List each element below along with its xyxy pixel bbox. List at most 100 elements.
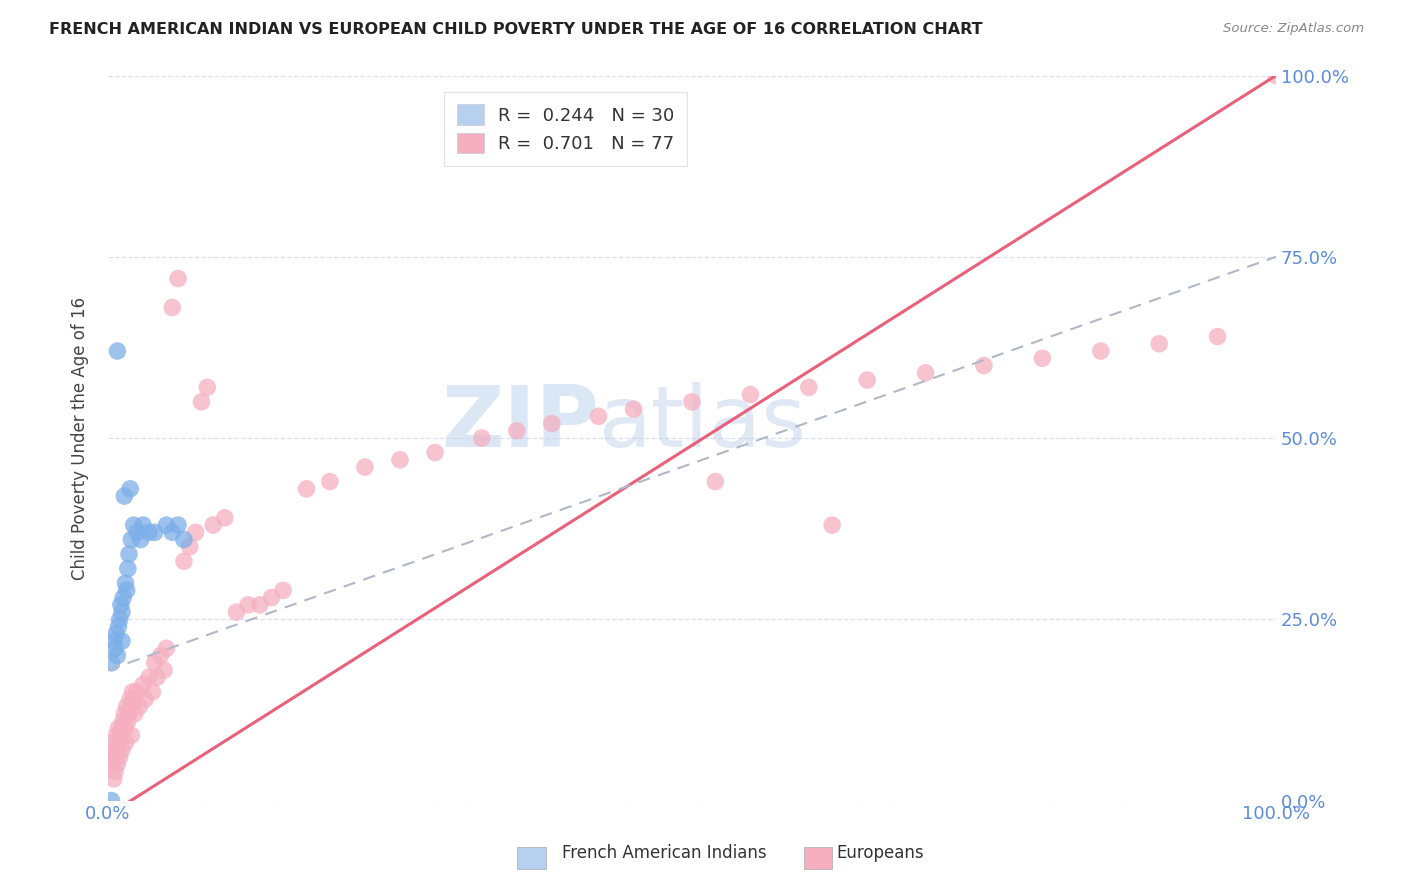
Legend: R =  0.244   N = 30, R =  0.701   N = 77: R = 0.244 N = 30, R = 0.701 N = 77 (444, 92, 688, 166)
Point (1147, 336, 1170, 351)
Point (184, 525, 207, 540)
Point (108, 612, 131, 626)
Point (1090, 344, 1112, 359)
Text: French American Indians: French American Indians (562, 844, 768, 862)
Point (973, 359, 995, 373)
Point (105, 743, 128, 757)
Point (225, 605, 247, 619)
Point (120, 692, 142, 706)
Point (105, 344, 128, 359)
Point (506, 424, 529, 438)
Point (160, 301, 183, 315)
Point (143, 656, 166, 670)
Point (121, 685, 143, 699)
Point (104, 764, 127, 779)
Point (153, 663, 176, 677)
Point (143, 525, 166, 540)
Point (155, 641, 177, 656)
Point (167, 518, 190, 533)
Point (173, 554, 195, 568)
Point (114, 576, 136, 591)
Point (104, 750, 127, 764)
Point (107, 619, 129, 633)
Point (118, 706, 141, 721)
Point (202, 518, 225, 533)
Point (115, 583, 138, 598)
Point (105, 648, 128, 663)
Point (105, 728, 128, 742)
Point (319, 475, 342, 489)
Point (112, 489, 135, 503)
Point (105, 757, 128, 772)
Point (120, 482, 142, 496)
Point (100, 794, 122, 808)
Point (103, 736, 125, 750)
Point (821, 518, 844, 533)
Point (132, 518, 155, 533)
Point (179, 540, 201, 554)
Point (195, 380, 218, 394)
Point (1031, 351, 1053, 366)
Point (114, 721, 136, 735)
Point (112, 591, 135, 605)
Point (118, 547, 141, 561)
Point (190, 394, 212, 409)
Text: atlas: atlas (599, 382, 807, 465)
Point (138, 525, 160, 540)
Point (173, 533, 195, 547)
Point (98, 757, 121, 772)
Point (112, 714, 135, 728)
Text: Source: ZipAtlas.com: Source: ZipAtlas.com (1223, 22, 1364, 36)
Point (108, 736, 131, 750)
Point (623, 402, 645, 417)
Point (120, 533, 142, 547)
Point (105, 627, 128, 641)
Point (160, 525, 183, 540)
Point (540, 417, 562, 431)
Point (122, 692, 145, 706)
Text: ZIP: ZIP (441, 382, 599, 465)
Point (740, 387, 762, 401)
Point (127, 525, 149, 540)
Point (167, 271, 190, 285)
Point (114, 736, 136, 750)
Point (423, 445, 446, 459)
Point (388, 452, 411, 467)
Point (271, 583, 294, 598)
Point (681, 394, 703, 409)
Point (120, 728, 142, 742)
Point (471, 431, 494, 445)
Point (260, 591, 283, 605)
Point (1265, 69, 1288, 83)
Text: Europeans: Europeans (837, 844, 924, 862)
Point (120, 699, 142, 714)
Point (149, 648, 172, 663)
Point (146, 670, 169, 684)
Point (115, 699, 138, 714)
Point (124, 706, 146, 721)
Point (111, 743, 134, 757)
Point (134, 692, 156, 706)
Point (104, 641, 127, 656)
Point (103, 772, 125, 786)
Point (141, 685, 163, 699)
Point (111, 605, 134, 619)
Point (704, 475, 727, 489)
Point (214, 511, 236, 525)
Point (112, 706, 135, 721)
Point (107, 721, 129, 735)
Point (127, 685, 149, 699)
Point (101, 743, 124, 757)
Point (111, 634, 134, 648)
Text: FRENCH AMERICAN INDIAN VS EUROPEAN CHILD POVERTY UNDER THE AGE OF 16 CORRELATION: FRENCH AMERICAN INDIAN VS EUROPEAN CHILD… (49, 22, 983, 37)
Point (110, 598, 132, 612)
Point (103, 634, 125, 648)
Point (856, 373, 879, 387)
Point (138, 670, 160, 684)
Point (100, 656, 122, 670)
Point (117, 714, 139, 728)
Point (354, 460, 377, 475)
Y-axis label: Child Poverty Under the Age of 16: Child Poverty Under the Age of 16 (72, 296, 89, 580)
Point (236, 598, 259, 612)
Point (117, 561, 139, 575)
